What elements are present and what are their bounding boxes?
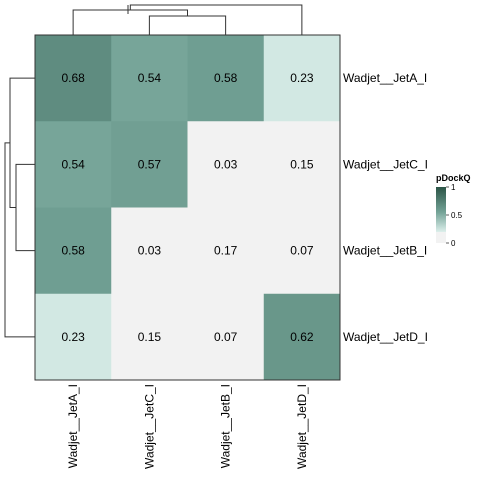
dendrogram-branch bbox=[72, 9, 188, 35]
cell-value-label: 0.62 bbox=[290, 330, 314, 344]
cell-value-label: 0.54 bbox=[138, 71, 162, 85]
column-label: Wadjet__JetA_I bbox=[66, 384, 80, 468]
heatmap-cell bbox=[187, 293, 265, 381]
heatmap-cell bbox=[263, 293, 341, 381]
heatmap-cell bbox=[35, 121, 112, 208]
dendrogram-branch bbox=[15, 163, 35, 252]
cell-value-label: 0.15 bbox=[290, 157, 314, 171]
row-label: Wadjet__JetA_I bbox=[343, 71, 427, 85]
cell-value-label: 0.07 bbox=[290, 244, 314, 258]
heatmap-cell bbox=[111, 207, 188, 295]
row-dendrogram bbox=[4, 77, 35, 338]
column-label: Wadjet__JetB_I bbox=[219, 384, 233, 468]
cell-value-label: 0.58 bbox=[61, 244, 85, 258]
heatmap-border bbox=[34, 34, 341, 381]
heatmap-cell bbox=[187, 207, 265, 295]
heatmap-cell bbox=[111, 35, 188, 122]
cell-value-label: 0.17 bbox=[214, 244, 238, 258]
cell-value-label: 0.23 bbox=[290, 71, 314, 85]
color-legend: pDockQ 0 0.5 1 bbox=[436, 173, 471, 248]
row-label: Wadjet__JetB_I bbox=[343, 244, 427, 258]
row-label: Wadjet__JetD_I bbox=[343, 330, 428, 344]
cell-value-label: 0.07 bbox=[214, 330, 238, 344]
heatmap-cell bbox=[111, 121, 188, 208]
heatmap-cells: 0.68 0.54 0.58 0.23 0.54 0.57 0.03 0.15 0.58 0.03… bbox=[35, 35, 341, 381]
row-labels: Wadjet__JetA_I Wadjet__JetC_I Wadjet__JetB… bbox=[343, 71, 428, 344]
heatmap-cell bbox=[35, 293, 112, 381]
column-label: Wadjet__JetC_I bbox=[142, 384, 156, 469]
legend-tick-label: 1 bbox=[451, 183, 456, 192]
cell-value-label: 0.54 bbox=[61, 157, 85, 171]
cell-value-label: 0.03 bbox=[214, 157, 238, 171]
cell-value-label: 0.57 bbox=[138, 157, 162, 171]
dendrogram-branch bbox=[4, 142, 35, 338]
cell-value-label: 0.15 bbox=[138, 330, 162, 344]
legend-tick-label: 0 bbox=[451, 239, 456, 248]
dendrogram-branch bbox=[9, 77, 35, 208]
legend-title: pDockQ bbox=[436, 173, 471, 183]
legend-tick-label: 0.5 bbox=[451, 211, 463, 220]
heatmap-cell bbox=[187, 35, 265, 122]
cell-value-label: 0.03 bbox=[138, 244, 162, 258]
heatmap-cell bbox=[187, 121, 265, 208]
cell-value-label: 0.58 bbox=[214, 71, 238, 85]
column-label: Wadjet__JetD_I bbox=[295, 384, 309, 469]
heatmap-cell bbox=[35, 35, 112, 122]
column-dendrogram bbox=[72, 4, 303, 35]
row-label: Wadjet__JetC_I bbox=[343, 157, 428, 171]
column-labels: Wadjet__JetA_I Wadjet__JetC_I Wadjet__JetB… bbox=[66, 384, 309, 469]
heatmap-cell bbox=[111, 293, 188, 381]
dendrogram-branch bbox=[148, 15, 227, 35]
cell-value-label: 0.68 bbox=[61, 71, 85, 85]
heatmap-cell bbox=[263, 207, 341, 295]
heatmap-cell bbox=[263, 121, 341, 208]
cell-value-label: 0.23 bbox=[61, 330, 85, 344]
legend-color-bar bbox=[436, 187, 446, 243]
heatmap-cell bbox=[263, 35, 341, 122]
dendrogram-branch bbox=[129, 4, 303, 35]
heatmap-cell bbox=[35, 207, 112, 295]
